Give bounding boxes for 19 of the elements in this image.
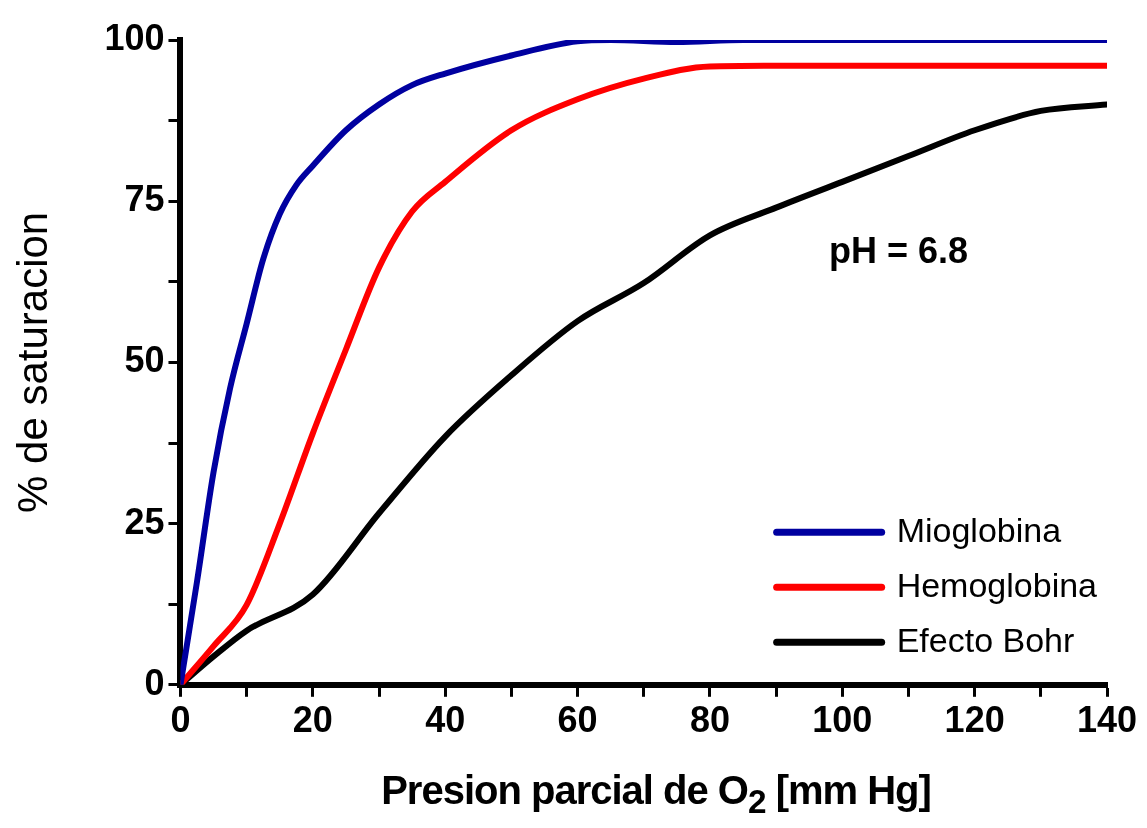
x-tick-label: 120 (944, 699, 1005, 741)
x-axis-title: Presion parcial de O$_{2}$ [mm Hg] (380, 768, 932, 821)
y-tick-label: 75 (124, 178, 165, 220)
legend-label: Mioglobina (896, 510, 1062, 549)
y-axis-title: % de saturacion (8, 211, 56, 513)
y-tick-label: 100 (104, 16, 165, 58)
x-tick-label: 20 (292, 699, 333, 741)
x-tick-label: 80 (689, 699, 730, 741)
x-tick-label: 0 (170, 699, 191, 741)
y-tick-label: 0 (144, 661, 165, 703)
annotation: pH = 6.8 (829, 229, 969, 271)
y-tick-label: 50 (124, 339, 165, 381)
x-tick-label: 40 (425, 699, 466, 741)
x-tick-label: 140 (1076, 699, 1138, 741)
x-tick-label: 60 (557, 699, 598, 741)
legend-label: Hemoglobina (896, 565, 1098, 604)
x-tick-label: 100 (812, 699, 873, 741)
legend-label: Efecto Bohr (896, 620, 1075, 659)
y-tick-label: 25 (124, 500, 165, 542)
